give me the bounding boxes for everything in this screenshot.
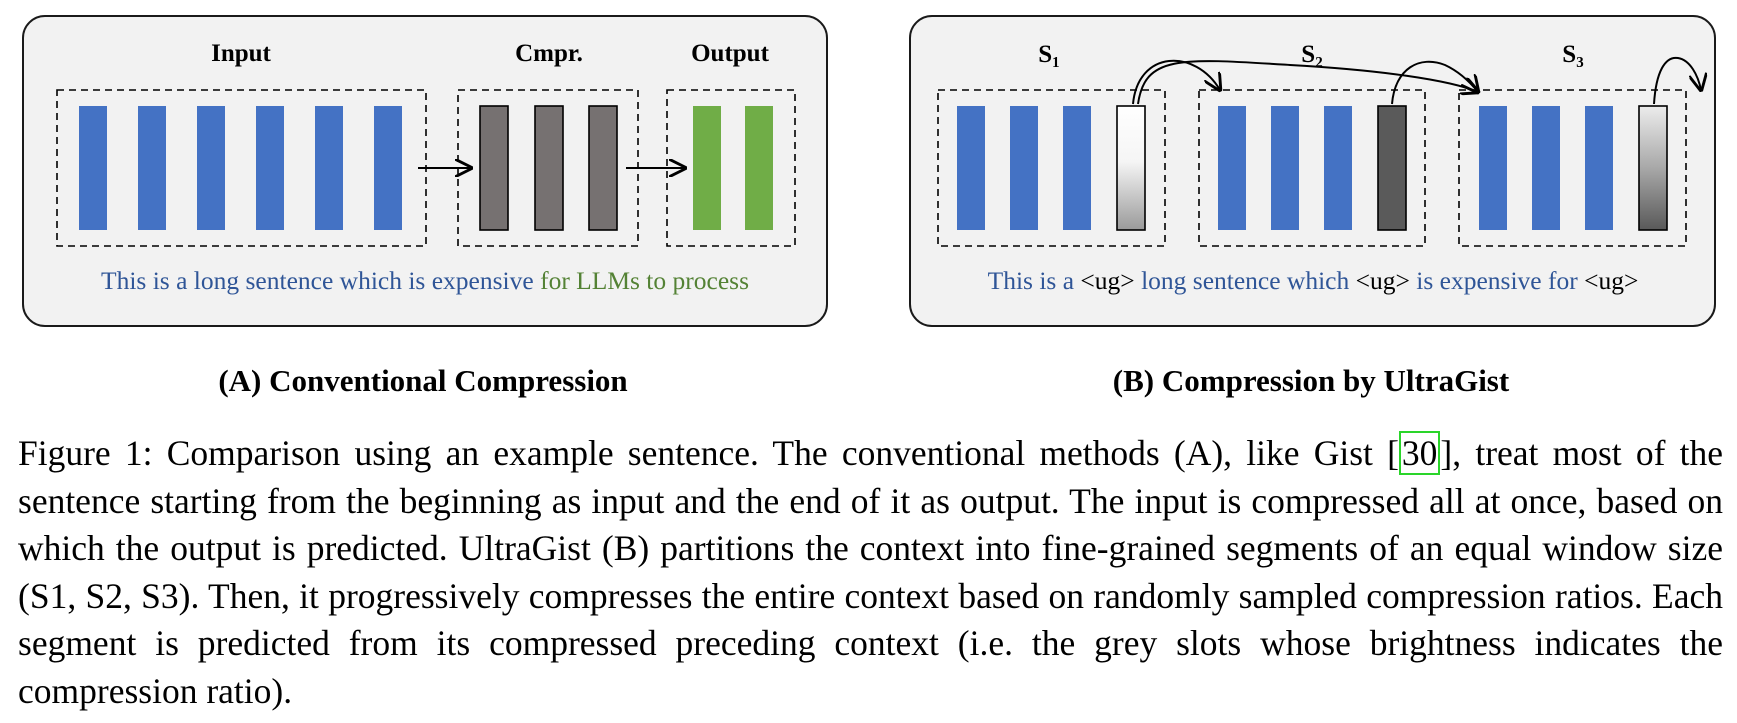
segment-s3-box: [1458, 89, 1687, 247]
output-token: [745, 106, 773, 230]
s1-token: [1063, 106, 1091, 230]
input-header: Input: [211, 40, 271, 67]
s3-gist-token: [1638, 105, 1668, 231]
s1-gist-token: [1116, 105, 1146, 231]
caption-text-after-ref: ], treat most of the sentence starting f…: [18, 433, 1723, 711]
ug-token-text: <ug>: [1356, 266, 1410, 295]
segment-s1-box: [937, 89, 1166, 247]
segment-label-s2: S₂: [1301, 41, 1322, 68]
s2-token: [1324, 106, 1352, 230]
sentence-output-part: for LLMs to process: [540, 266, 749, 295]
cmpr-header: Cmpr.: [515, 40, 583, 67]
ug-token-text: <ug>: [1584, 266, 1638, 295]
panel-b: S₁ S₂ S₃ This is a <ug> long sentence wh…: [909, 15, 1716, 398]
panel-a-sentence: This is a long sentence which is expensi…: [101, 266, 749, 295]
s2-gist-token: [1377, 105, 1407, 231]
sentence-part: long sentence which: [1141, 266, 1349, 295]
s2-token: [1271, 106, 1299, 230]
arrow-s2-to-s3: [1391, 60, 1478, 105]
input-token: [374, 106, 402, 230]
citation-link[interactable]: 30: [1398, 431, 1441, 475]
compressed-token: [534, 105, 564, 231]
panel-a-subtitle: (A) Conventional Compression: [218, 363, 627, 398]
output-header: Output: [691, 40, 769, 67]
s2-token: [1218, 106, 1246, 230]
input-token: [138, 106, 166, 230]
compressed-token: [479, 105, 509, 231]
caption-text-before-ref: Figure 1: Comparison using an example se…: [18, 433, 1399, 473]
s1-token: [957, 106, 985, 230]
ug-token-text: <ug>: [1080, 266, 1134, 295]
output-group-box: [666, 89, 796, 247]
s3-token: [1479, 106, 1507, 230]
s1-token: [1010, 106, 1038, 230]
compressed-token: [588, 105, 618, 231]
segment-label-s3: S₃: [1562, 41, 1583, 68]
panel-b-sentence: This is a <ug> long sentence which <ug> …: [988, 266, 1639, 295]
arrow-s1-to-s3: [1137, 60, 1478, 105]
arrow-s3-to-next: [1653, 56, 1701, 105]
s3-token: [1532, 106, 1560, 230]
segment-label-s1: S₁: [1038, 41, 1059, 68]
figure-diagram: Input Cmpr. Output This is a long senten…: [22, 15, 1716, 398]
input-token: [79, 106, 107, 230]
input-token: [315, 106, 343, 230]
sentence-part: is expensive for: [1416, 266, 1578, 295]
panel-b-background: [909, 15, 1716, 327]
s3-token: [1585, 106, 1613, 230]
sentence-part: This is a: [988, 266, 1074, 295]
input-token: [256, 106, 284, 230]
figure-caption: Figure 1: Comparison using an example se…: [18, 430, 1723, 715]
sentence-input-part: This is a long sentence which is expensi…: [101, 266, 534, 295]
arrow-s1-to-s2: [1132, 59, 1220, 105]
panel-a-background: [22, 15, 828, 327]
output-token: [693, 106, 721, 230]
panel-b-subtitle: (B) Compression by UltraGist: [1113, 363, 1510, 398]
segment-s2-box: [1198, 89, 1426, 247]
input-token: [197, 106, 225, 230]
panel-a: Input Cmpr. Output This is a long senten…: [22, 15, 828, 398]
